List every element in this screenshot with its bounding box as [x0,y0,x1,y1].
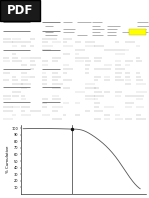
Text: PDF: PDF [7,4,33,17]
FancyBboxPatch shape [129,29,146,35]
FancyBboxPatch shape [0,0,40,21]
Y-axis label: % Cumulative: % Cumulative [6,146,10,173]
